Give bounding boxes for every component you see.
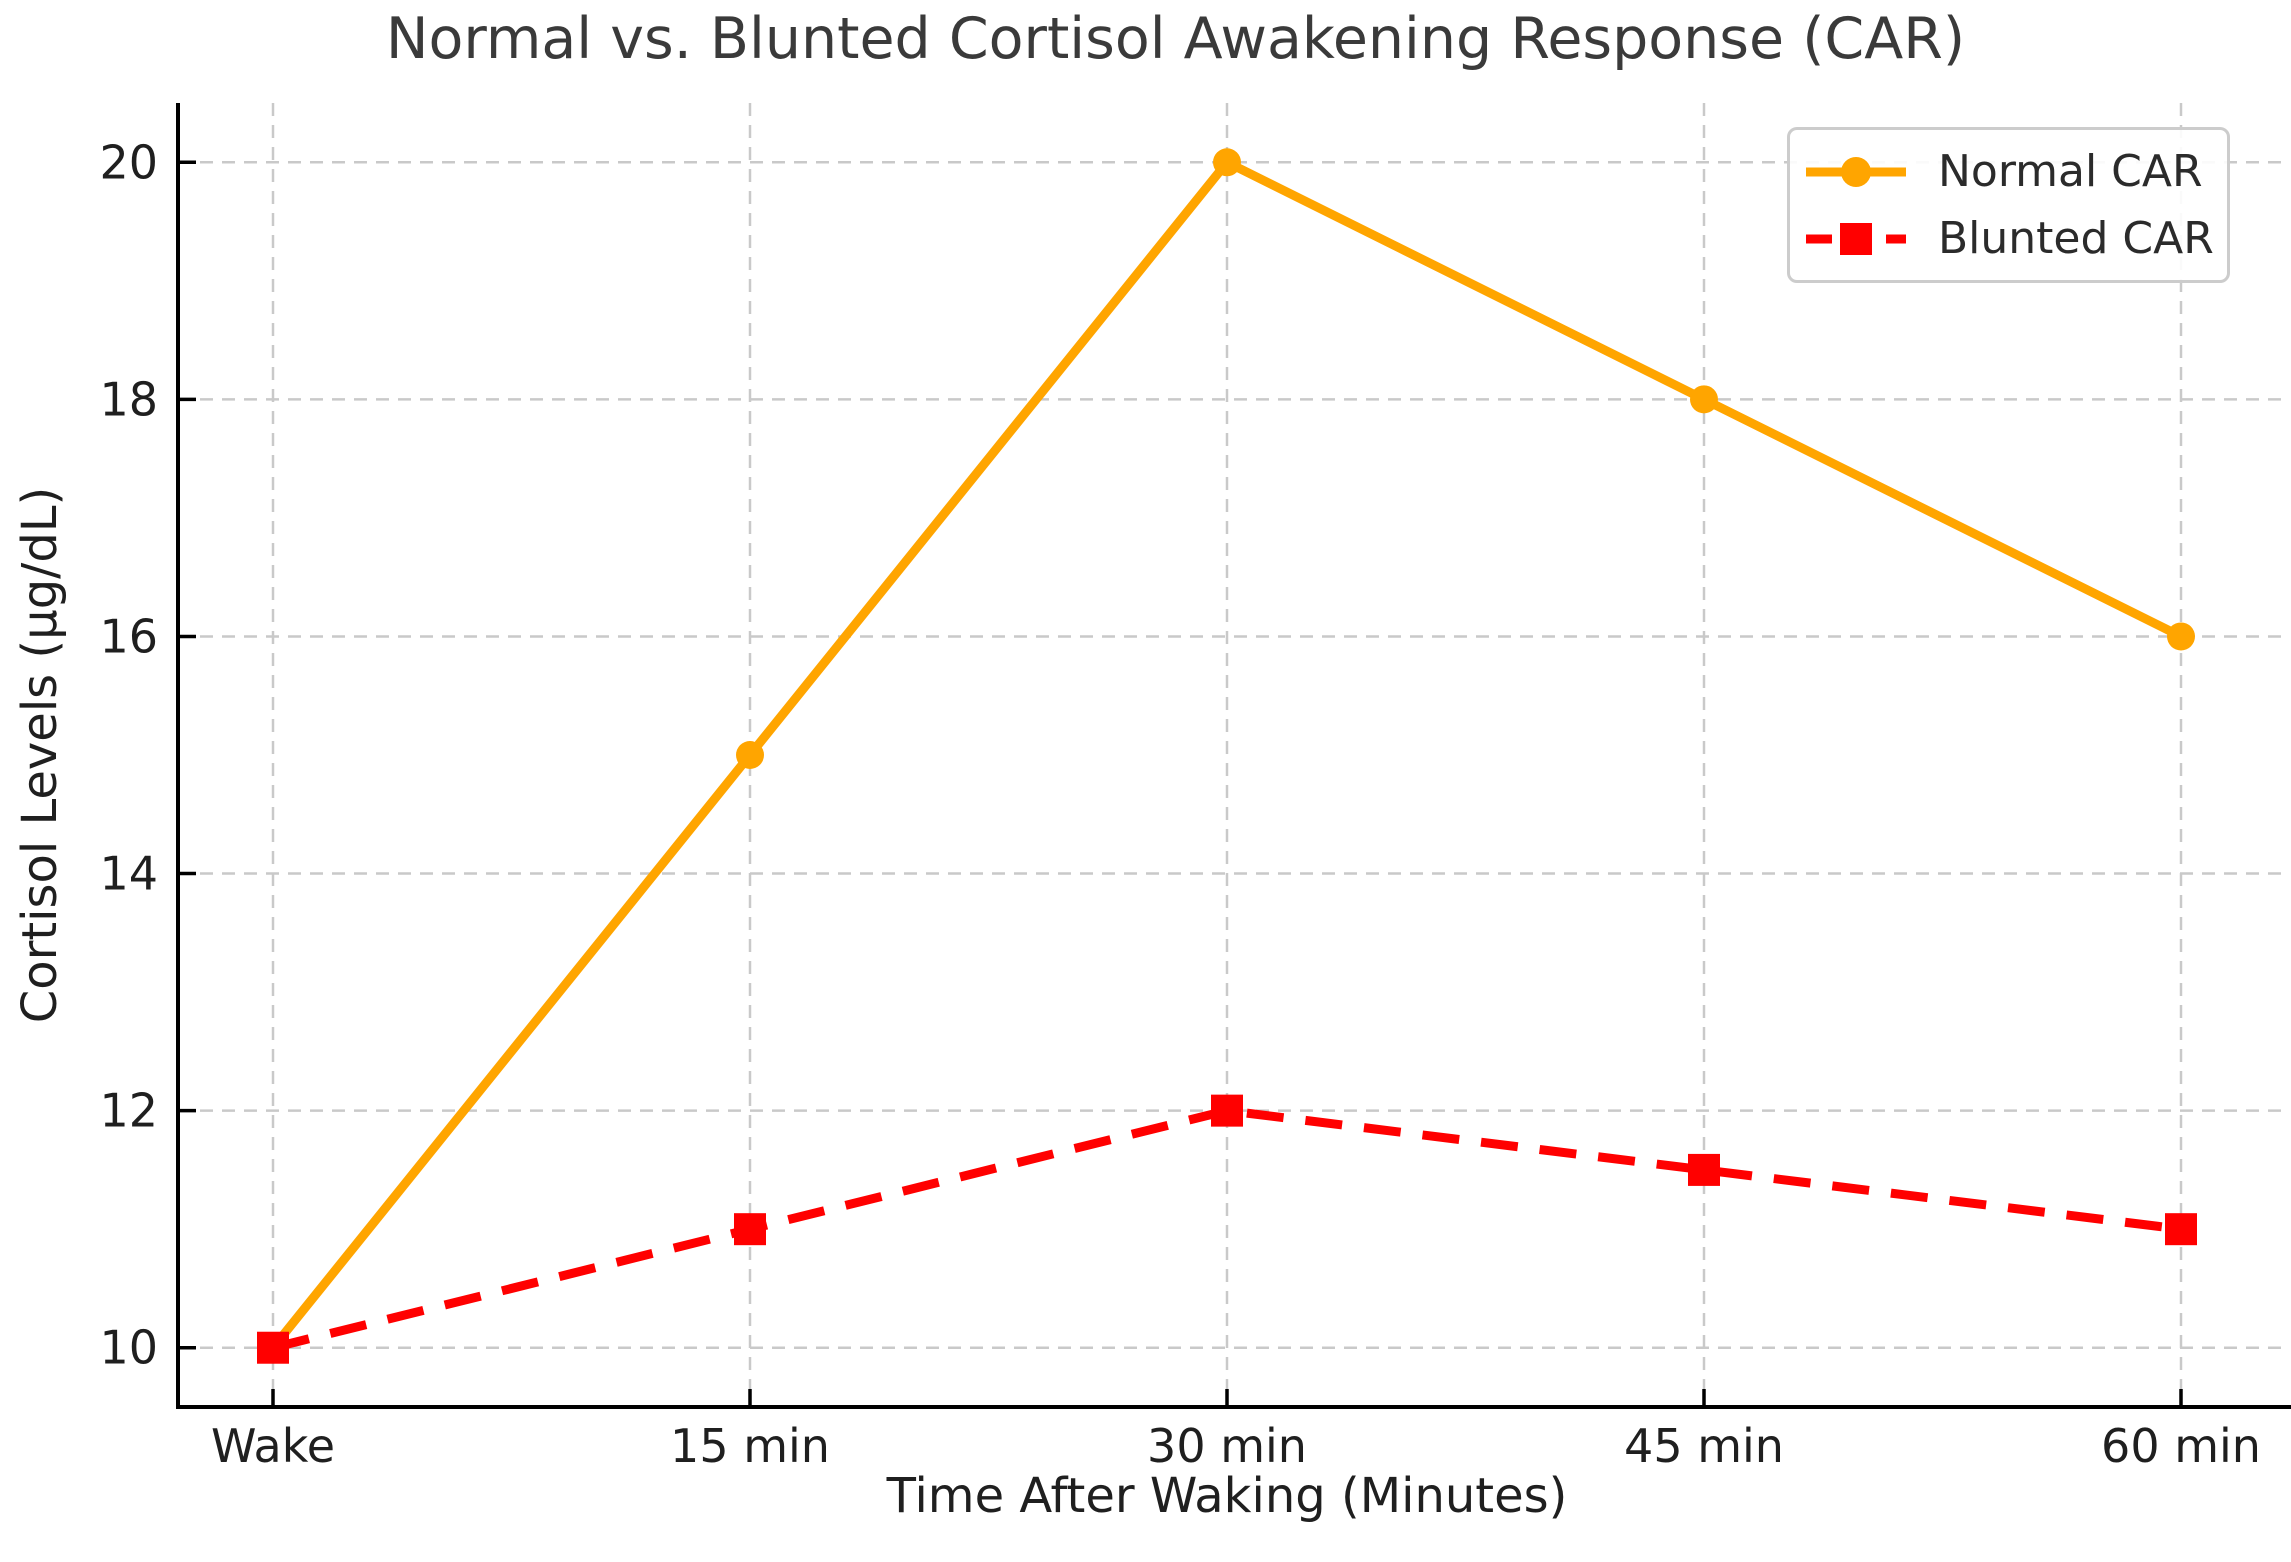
series-line-1 (271, 1106, 2182, 1353)
data-point-normal-car[interactable] (2167, 622, 2195, 651)
data-point-normal-car[interactable] (1690, 385, 1718, 414)
x-tick-label: 30 min (1147, 1419, 1307, 1473)
data-point-blunted-car[interactable] (257, 1331, 289, 1364)
x-tick-label: 60 min (2101, 1419, 2261, 1473)
y-tick-label: 18 (99, 372, 158, 426)
legend-label-blunted-car: Blunted CAR (1938, 213, 2214, 264)
y-tick-label: 16 (99, 609, 158, 663)
y-tick-label: 10 (99, 1321, 158, 1375)
legend-item-normal-car[interactable]: Normal CAR (1804, 146, 2227, 197)
data-point-normal-car[interactable] (736, 741, 764, 769)
data-point-blunted-car[interactable] (2165, 1213, 2197, 1246)
legend: Normal CAR Blunted CAR (1787, 127, 2230, 283)
x-axis-label: Time After Waking (Minutes) (886, 1468, 1568, 1524)
x-tick-label: 45 min (1624, 1419, 1784, 1473)
y-tick-label: 14 (99, 847, 158, 901)
chart-title: Normal vs. Blunted Cortisol Awakening Re… (385, 6, 1966, 72)
legend-sample-line-square-icon (1806, 222, 1906, 255)
data-point-blunted-car[interactable] (1688, 1153, 1720, 1186)
legend-marker (1840, 222, 1872, 255)
data-point-blunted-car[interactable] (734, 1213, 766, 1246)
legend-label-normal-car: Normal CAR (1938, 146, 2203, 197)
legend-marker (1841, 156, 1871, 187)
legend-item-blunted-car[interactable]: Blunted CAR (1804, 213, 2227, 264)
data-point-normal-car[interactable] (1213, 148, 1241, 177)
y-tick-label: 12 (99, 1084, 158, 1138)
data-point-blunted-car[interactable] (1211, 1094, 1243, 1127)
x-tick-label: Wake (211, 1419, 335, 1473)
legend-sample-line-circle-icon (1806, 156, 1906, 187)
x-tick-label: 15 min (670, 1419, 830, 1473)
y-tick-label: 20 (99, 135, 158, 189)
